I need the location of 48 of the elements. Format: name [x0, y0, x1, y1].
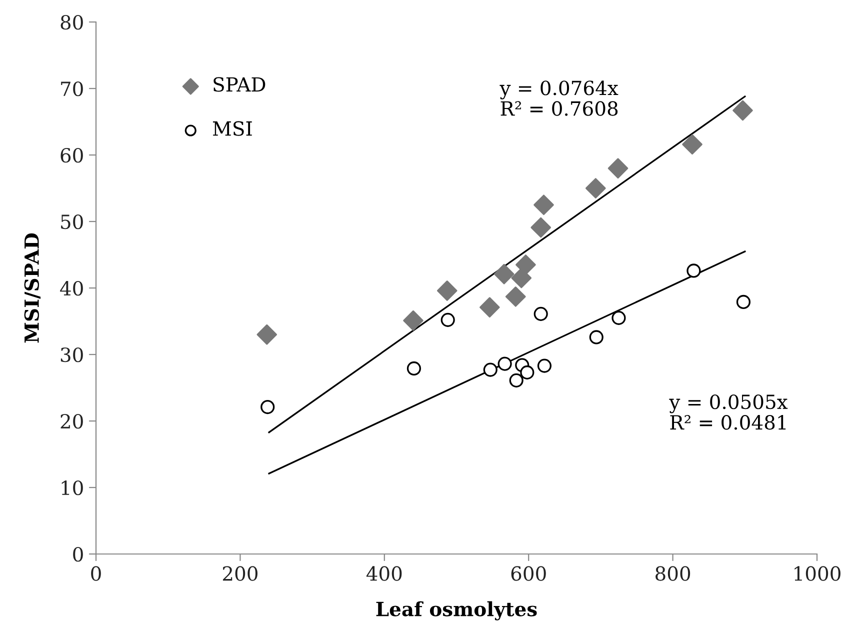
- y-axis-title: MSI/SPAD: [24, 233, 41, 343]
- point: [406, 361, 422, 376]
- legend-label: SPAD: [214, 77, 266, 92]
- point: [511, 268, 532, 288]
- point: [732, 100, 753, 121]
- point: [589, 330, 604, 344]
- point: [256, 324, 278, 345]
- point: [530, 217, 552, 238]
- y-tick-label: 70: [61, 81, 83, 96]
- point: [534, 194, 554, 216]
- point: [260, 400, 275, 414]
- point: [494, 264, 514, 284]
- x-tick-label: 1000: [794, 566, 840, 581]
- point: [520, 365, 534, 380]
- point: [505, 286, 526, 307]
- y-tick-label: 0: [73, 546, 83, 562]
- x-tick-label: 800: [656, 566, 690, 581]
- y-tick-label: 40: [60, 280, 83, 296]
- point: [509, 373, 524, 388]
- point: [586, 178, 606, 198]
- x-tick-label: 200: [222, 566, 258, 581]
- point: [608, 158, 628, 178]
- point: [516, 254, 536, 275]
- y-tick-label: 20: [60, 414, 83, 429]
- x-tick-label: 600: [511, 566, 546, 581]
- point: [403, 310, 424, 331]
- x-axis-title: Leaf osmolytes: [376, 601, 537, 620]
- annotation: y = 0.0764x R² = 0.7608: [500, 80, 618, 116]
- point: [436, 280, 458, 301]
- point: [498, 356, 512, 371]
- point: [686, 264, 701, 278]
- y-tick-label: 50: [61, 214, 83, 230]
- annotation: y = 0.0505x R² = 0.0481: [669, 394, 788, 430]
- point: [534, 306, 548, 321]
- x-tick-label: 400: [366, 566, 402, 581]
- point: [682, 134, 702, 155]
- x-tick-label: 0: [91, 566, 101, 581]
- y-tick-label: 30: [60, 347, 83, 362]
- point: [483, 362, 498, 377]
- point: [537, 358, 552, 373]
- point: [736, 294, 751, 310]
- legend-label: MSI: [212, 121, 252, 136]
- point: [440, 312, 455, 327]
- point: [612, 310, 626, 325]
- y-tick-label: 60: [60, 148, 83, 163]
- y-tick-label: 10: [62, 480, 83, 496]
- point: [480, 297, 500, 318]
- y-tick-label: 80: [60, 14, 83, 30]
